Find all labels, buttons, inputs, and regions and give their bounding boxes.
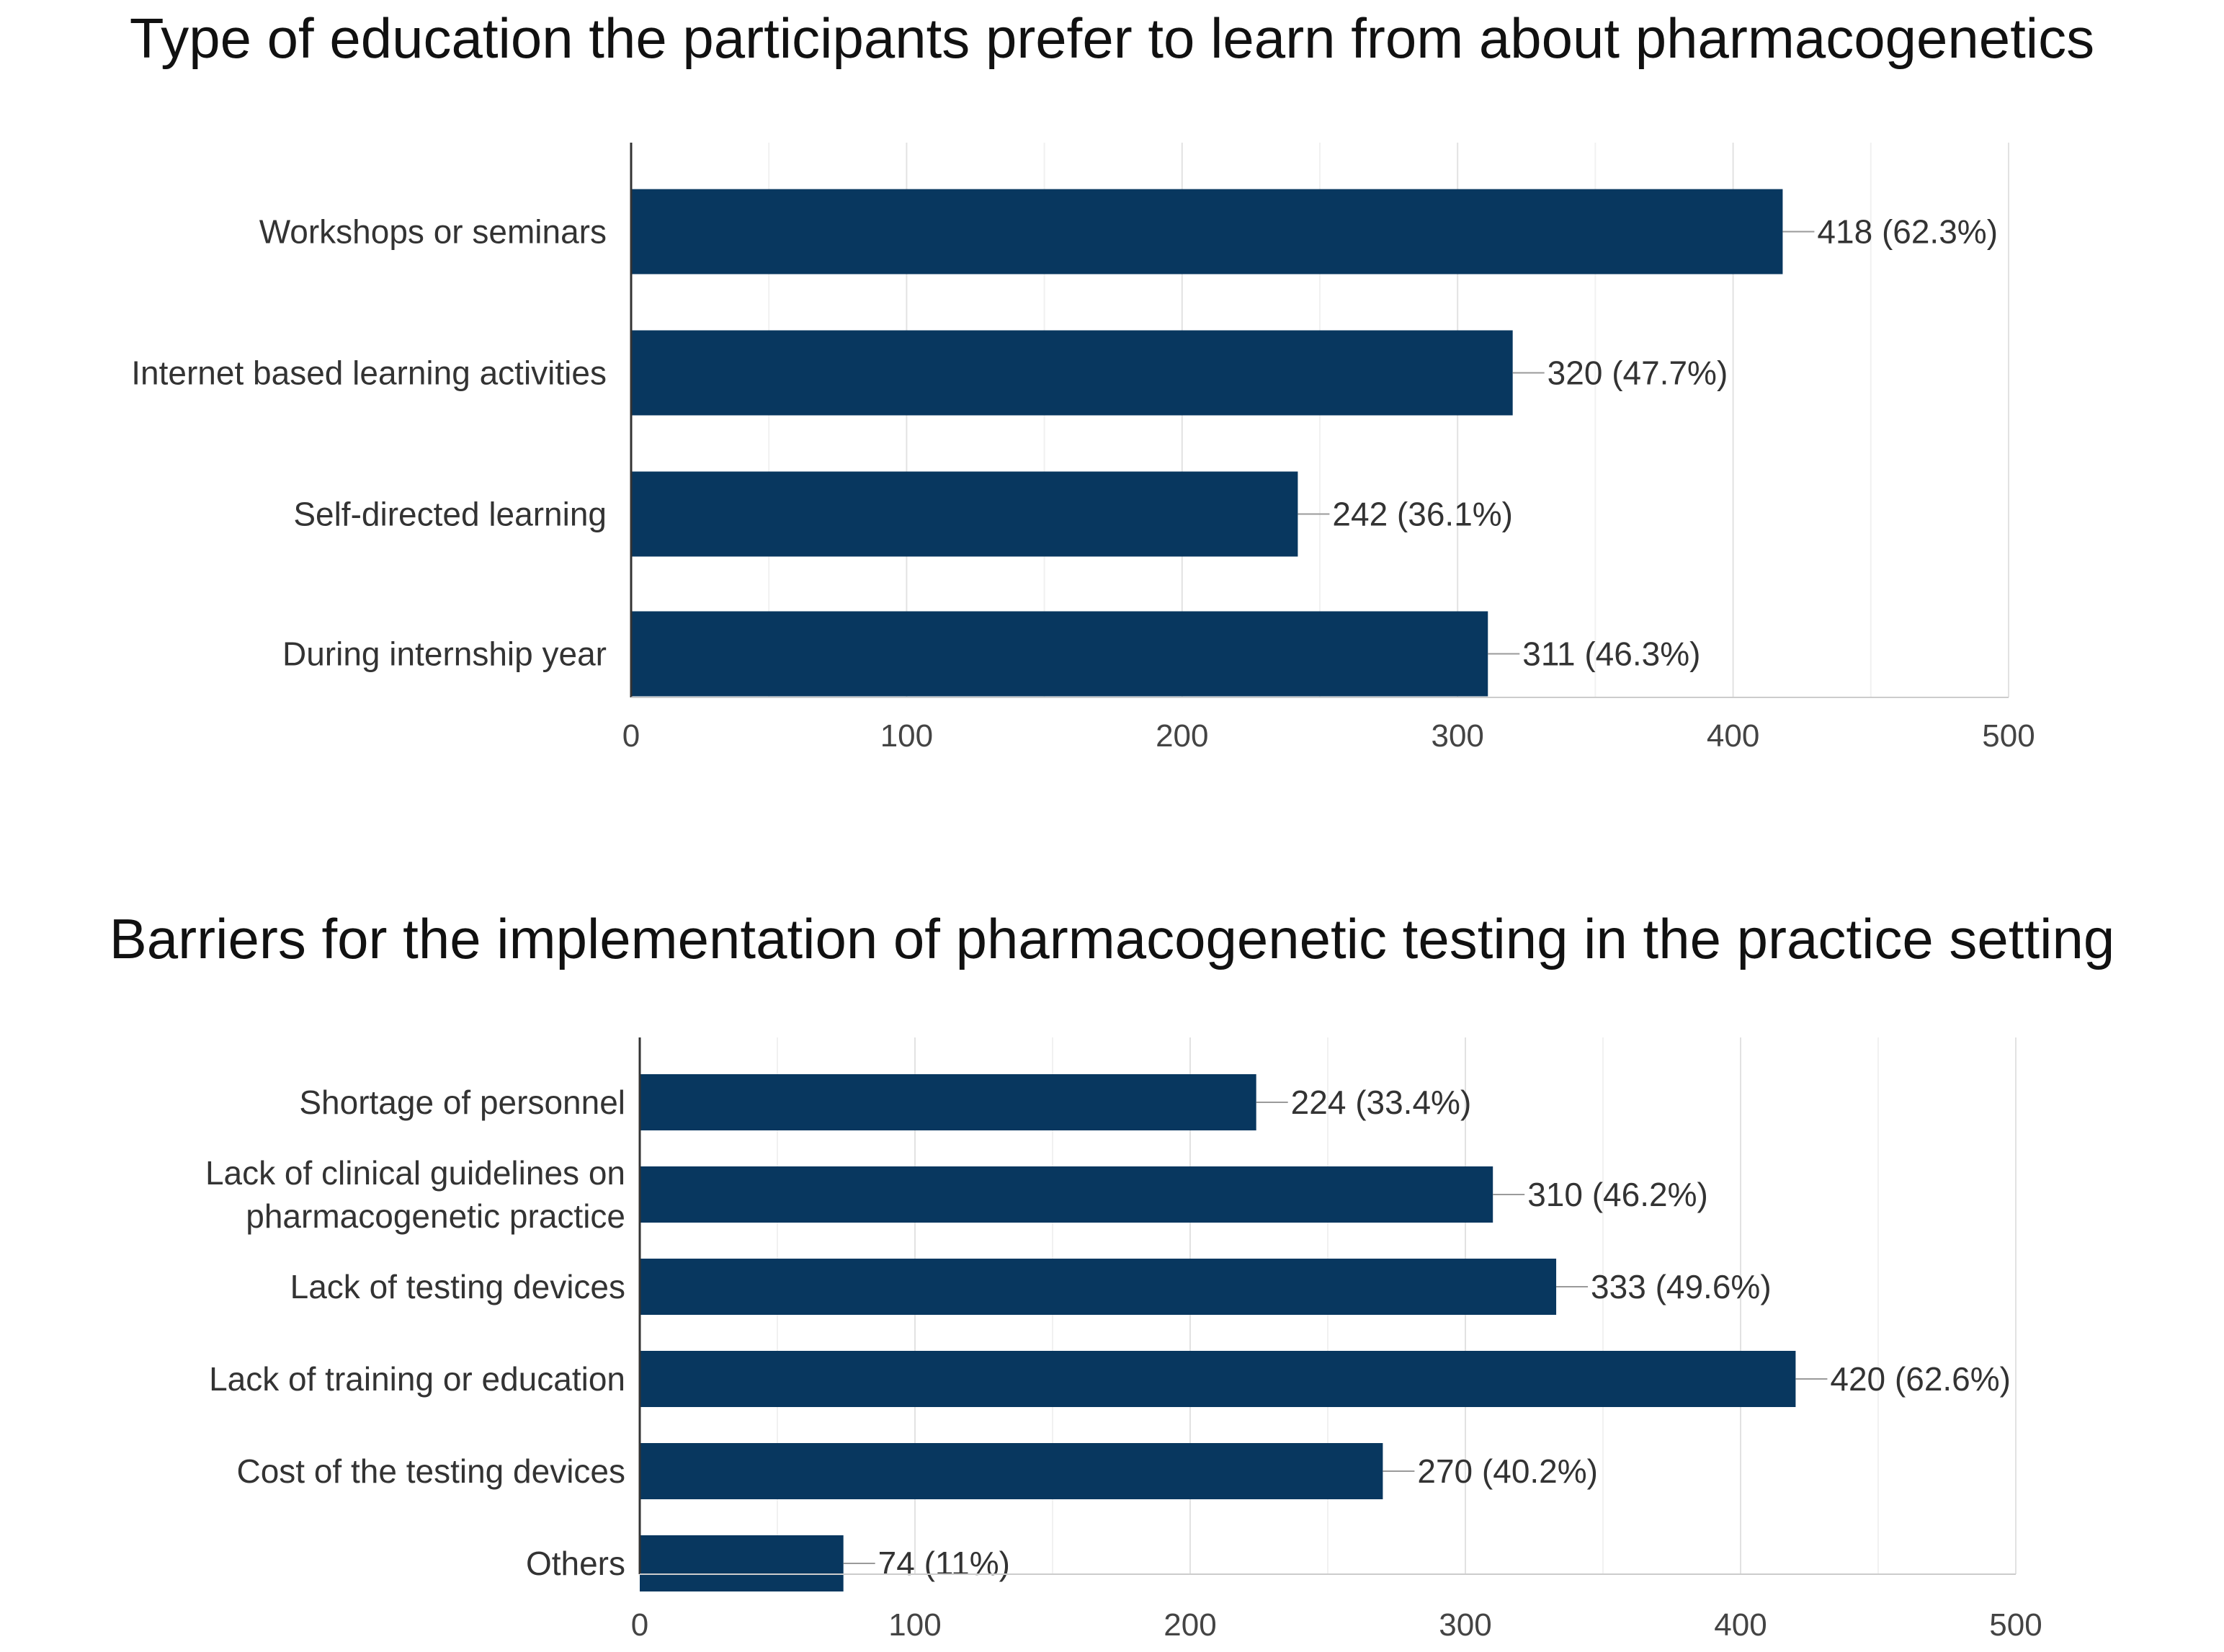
chart2-bar <box>640 1074 1256 1130</box>
chart1-data-label: 418 (62.3%) <box>1817 213 1998 251</box>
chart2-category-label: Lack of clinical guidelines on pharmacoge… <box>205 1154 625 1235</box>
chart2-x-tick-label: 400 <box>1714 1607 1767 1643</box>
chart2-category-label: Cost of the testing devices <box>236 1452 625 1490</box>
chart1-data-label: 311 (46.3%) <box>1522 635 1700 673</box>
chart2-title: Barriers for the implementation of pharm… <box>109 907 2115 970</box>
chart1-x-tick-label: 400 <box>1707 718 1759 754</box>
chart1-category-label: Workshops or seminars <box>259 213 607 251</box>
chart2-bar <box>640 1166 1493 1223</box>
chart2-data-label: 310 (46.2%) <box>1527 1176 1708 1213</box>
chart1-category-label: During internship year <box>282 635 607 673</box>
chart2-bar <box>640 1351 1796 1407</box>
chart1-x-tick-label: 0 <box>622 718 640 754</box>
chart2-x-tick-label: 100 <box>888 1607 941 1643</box>
chart2-data-label: 333 (49.6%) <box>1591 1268 1772 1305</box>
chart2-category-label: Shortage of personnel <box>299 1084 625 1121</box>
chart1-x-tick-label: 500 <box>1982 718 2035 754</box>
chart2-x-tick-label: 500 <box>1989 1607 2042 1643</box>
chart2-bar <box>640 1259 1557 1315</box>
chart2-data-label: 224 (33.4%) <box>1291 1084 1472 1121</box>
chart2-data-label: 420 (62.6%) <box>1830 1360 2011 1398</box>
chart2-category-label: Lack of testing devices <box>290 1268 625 1305</box>
chart1-title: Type of education the participants prefe… <box>129 6 2095 70</box>
chart2-x-tick-label: 0 <box>631 1607 648 1643</box>
chart1-data-label: 320 (47.7%) <box>1548 354 1728 392</box>
chart1-bar <box>631 189 1783 274</box>
chart1-x-tick-label: 200 <box>1156 718 1208 754</box>
chart1-category-label: Internet based learning activities <box>131 354 607 392</box>
chart2-data-label: 270 (40.2%) <box>1417 1452 1598 1490</box>
chart2-x-tick-label: 300 <box>1439 1607 1491 1643</box>
chart1-x-tick-label: 100 <box>880 718 933 754</box>
chart2-bar <box>640 1443 1383 1499</box>
chart1-bar <box>631 330 1513 416</box>
chart1-bar <box>631 471 1298 557</box>
chart2-bar <box>640 1535 844 1591</box>
chart2-category-label: Others <box>526 1545 625 1582</box>
chart1-education-preference: 418 (62.3%) Workshops or seminars 320 (47.… <box>131 143 2035 754</box>
chart1-bar <box>631 611 1488 697</box>
chart2-category-label: Lack of training or education <box>209 1360 625 1398</box>
chart1-x-tick-label: 300 <box>1431 718 1483 754</box>
chart1-category-label: Self-directed learning <box>293 496 607 533</box>
chart1-data-label: 242 (36.1%) <box>1332 496 1513 533</box>
chart2-x-tick-label: 200 <box>1164 1607 1216 1643</box>
chart2-data-label: 74 (11%) <box>878 1545 1010 1582</box>
